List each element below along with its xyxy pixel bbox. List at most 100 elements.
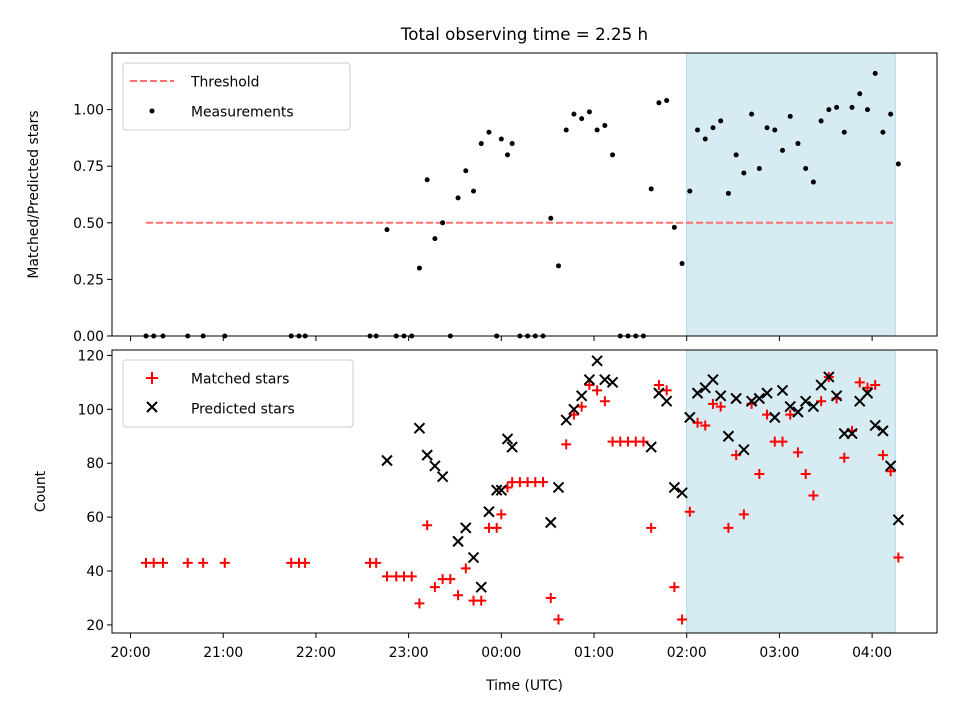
matched-star-marker [754, 468, 765, 479]
matched-star-marker [669, 582, 680, 593]
y-tick-label: 0.50 [73, 216, 104, 232]
predicted-star-marker [869, 419, 881, 432]
measurement-point [586, 109, 592, 115]
matched-star-marker [429, 582, 440, 593]
matched-star-marker [453, 590, 464, 601]
matched-star-marker [862, 382, 873, 393]
predicted-star-marker [861, 387, 874, 399]
measurement-point [818, 118, 824, 124]
predicted-star-marker [421, 449, 433, 461]
matched-star-marker [677, 614, 688, 625]
measurement-point [695, 127, 701, 133]
matched-star-marker [538, 477, 549, 488]
matched-star-marker [460, 563, 471, 574]
measurement-points [143, 70, 901, 339]
matched-star-marker [422, 520, 433, 531]
predicted-star-marker [568, 403, 580, 416]
measurement-point [416, 265, 422, 271]
matched-star-marker [414, 598, 425, 609]
measurement-point [780, 147, 786, 153]
x-tick-label: 20:00 [111, 645, 151, 661]
predicted-star-marker [501, 433, 514, 445]
measurement-point [687, 188, 693, 194]
measurement-point [795, 141, 801, 147]
measurement-point [471, 188, 477, 194]
predicted-star-marker [792, 406, 804, 418]
predicted-star-marker [730, 392, 742, 405]
measurement-point [384, 227, 390, 233]
predicted-star-marker [606, 376, 619, 389]
measurement-point [548, 215, 554, 221]
measurement-point [602, 122, 608, 128]
bottom-legend: Matched stars Predicted stars [122, 359, 354, 428]
predicted-star-marker [745, 395, 758, 407]
x-tick-label: 03:00 [759, 645, 799, 661]
y-tick-label: 0.75 [73, 159, 104, 175]
measurement-point [424, 177, 430, 183]
top-legend: Threshold Measurements [122, 62, 351, 131]
predicted-star-marker [429, 460, 441, 472]
x-tick-label: 01:00 [574, 645, 614, 661]
y-tick-label: 120 [77, 348, 104, 364]
measurement-point [764, 125, 770, 131]
measurements-legend-swatch [149, 108, 155, 114]
matched-star-marker [738, 509, 749, 520]
matched-star-marker [545, 592, 556, 603]
measurement-point [478, 141, 484, 147]
measurement-point [826, 107, 832, 113]
matched-star-marker [792, 447, 803, 458]
y-tick-label: 40 [86, 564, 104, 580]
threshold-legend-label: Threshold [190, 75, 259, 91]
predicted-star-marker [583, 373, 596, 386]
y-tick-label: 100 [77, 402, 104, 418]
predicted-star-marker [552, 481, 565, 494]
matched-star-marker [893, 552, 904, 563]
bottom-x-ticks: 20:00 21:00 22:00 23:00 00:00 01:00 02:00 03:00… [111, 633, 892, 661]
x-tick-label: 04:00 [852, 645, 892, 661]
measurement-point [710, 125, 716, 131]
x-tick-label: 00:00 [481, 645, 521, 661]
matched-star-marker [661, 385, 672, 396]
predicted-star-marker [495, 484, 508, 496]
matched-star-marker [148, 557, 159, 568]
predicted-star-marker [506, 441, 518, 453]
predicted-star-marker [807, 400, 820, 413]
predicted-star-marker [475, 581, 487, 593]
matched-legend-swatch [146, 372, 158, 384]
matched-star-marker [646, 522, 657, 533]
bottom-legend-box [122, 359, 354, 428]
matched-star-marker [382, 571, 392, 582]
matched-star-marker [723, 522, 734, 533]
matched-star-marker [592, 385, 603, 396]
measurement-point [679, 261, 685, 267]
matched-star-marker [219, 557, 230, 568]
y-tick-label: 80 [86, 456, 104, 472]
predicted-star-marker [684, 411, 696, 424]
top-y-axis-label: Matched/Predicted stars [26, 110, 42, 278]
matched-star-marker [584, 380, 595, 391]
measurement-point [834, 104, 840, 110]
predicted-star-marker [691, 387, 704, 399]
y-tick-label: 20 [86, 618, 104, 634]
matched-star-marker [553, 614, 564, 625]
chart-title: Total observing time = 2.25 h [400, 24, 648, 44]
predicted-star-marker [761, 387, 773, 399]
predicted-star-marker [483, 506, 495, 518]
measurement-point [571, 111, 577, 117]
matched-star-marker [653, 380, 664, 391]
measurement-point [810, 179, 816, 185]
predicted-star-marker [884, 460, 897, 472]
predicted-star-marker [799, 395, 812, 407]
predicted-legend-label: Predicted stars [191, 402, 295, 418]
predicted-star-marker [545, 516, 557, 529]
matched-legend-label: Matched stars [191, 372, 289, 388]
measurement-point [872, 70, 878, 76]
measurement-point [864, 107, 870, 113]
measurement-point [841, 129, 847, 135]
matched-star-marker [406, 571, 417, 582]
predicted-star-marker [575, 390, 588, 402]
top-y-ticks: 0.00 0.25 0.50 0.75 1.00 [73, 103, 112, 345]
matched-star-marker [157, 557, 168, 568]
predicted-star-marker [784, 400, 796, 413]
